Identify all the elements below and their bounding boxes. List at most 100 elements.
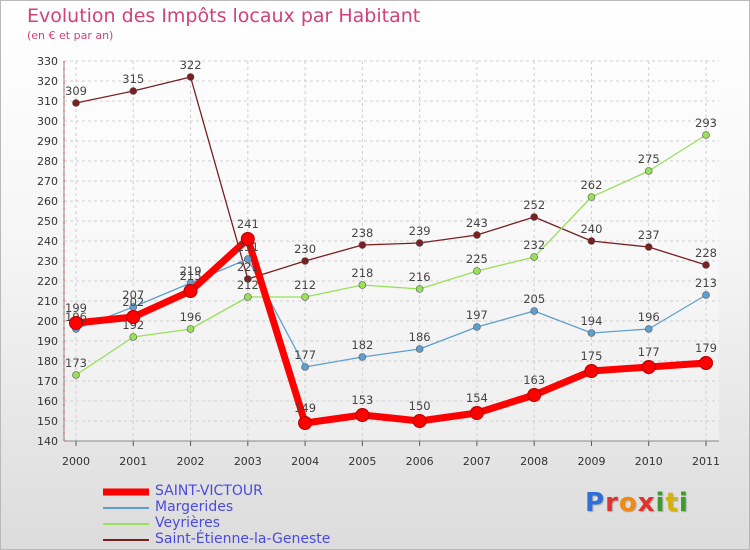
data-label-veyrieres: 192 (122, 318, 144, 332)
data-label-margerides: 177 (294, 348, 316, 362)
legend-swatch-saint-victour (103, 488, 149, 496)
legend-label-veyrieres: Veyrières (155, 515, 221, 531)
y-tick-label: 240 (37, 235, 58, 248)
data-point-veyrieres (301, 293, 309, 301)
data-point-saint-etienne-la-geneste (244, 275, 252, 283)
data-point-margerides (301, 363, 309, 371)
data-label-saint-etienne-la-geneste: 243 (466, 216, 488, 230)
data-label-saint-etienne-la-geneste: 237 (638, 228, 660, 242)
data-point-saint-victour (641, 360, 656, 374)
data-point-saint-etienne-la-geneste (72, 99, 80, 107)
data-point-saint-victour (355, 408, 370, 422)
data-label-margerides: 231 (237, 240, 259, 254)
x-tick-label: 2005 (348, 455, 376, 468)
y-tick-label: 320 (37, 75, 58, 88)
y-tick-label: 230 (37, 255, 58, 268)
data-label-veyrieres: 216 (409, 270, 431, 284)
y-tick-label: 260 (37, 195, 58, 208)
data-label-saint-victour: 202 (122, 295, 144, 309)
legend-swatch-saint-etienne (103, 539, 149, 541)
data-label-saint-victour: 149 (294, 401, 316, 415)
x-tick-label: 2000 (62, 455, 90, 468)
data-point-veyrieres (244, 293, 252, 301)
y-tick-label: 190 (37, 335, 58, 348)
proxiti-logo: Proxiti (585, 488, 689, 518)
data-label-saint-etienne-la-geneste: 240 (580, 222, 602, 236)
data-point-veyrieres (473, 267, 481, 275)
x-tick-label: 2007 (463, 455, 491, 468)
series-line-veyrieres (75, 134, 707, 376)
data-point-saint-victour (69, 316, 83, 330)
data-label-saint-victour: 215 (180, 269, 202, 283)
x-tick-label: 2004 (291, 455, 319, 468)
chart-subtitle: (en € et par an) (27, 29, 114, 42)
data-point-saint-victour (183, 284, 198, 298)
data-label-margerides: 182 (351, 338, 373, 352)
y-tick-label: 140 (37, 435, 58, 448)
data-label-margerides: 186 (409, 330, 431, 344)
data-label-saint-etienne-la-geneste: 238 (351, 226, 373, 240)
legend-swatch-margerides (103, 507, 149, 509)
x-tick-label: 2006 (406, 455, 434, 468)
data-point-veyrieres (644, 167, 653, 175)
data-point-saint-etienne-la-geneste (415, 239, 424, 247)
data-label-veyrieres: 262 (580, 178, 602, 192)
data-point-margerides (244, 255, 252, 263)
data-point-saint-victour (126, 310, 141, 324)
data-point-veyrieres (358, 281, 367, 289)
data-point-saint-etienne-la-geneste (702, 261, 710, 269)
y-tick-label: 330 (37, 55, 58, 68)
y-tick-label: 220 (37, 275, 58, 288)
series-line-saint-victour (72, 235, 710, 427)
y-tick-label: 200 (37, 315, 58, 328)
data-point-saint-etienne-la-geneste (186, 73, 195, 81)
y-tick-label: 250 (37, 215, 58, 228)
data-point-saint-victour (584, 364, 599, 378)
data-label-veyrieres: 173 (65, 356, 87, 370)
data-point-margerides (702, 291, 710, 299)
data-point-margerides (358, 353, 367, 361)
y-tick-label: 300 (37, 115, 58, 128)
line-chart: 140 150 160 170 180 190 200 210 220 230 240 250 260 2… (37, 55, 720, 468)
data-point-veyrieres (129, 333, 138, 341)
data-label-margerides: 207 (122, 288, 144, 302)
data-label-margerides: 197 (466, 308, 488, 322)
logo-letter: r (605, 488, 619, 518)
legend-label-saint-victour: SAINT-VICTOUR (155, 483, 263, 499)
data-label-saint-etienne-la-geneste: 315 (122, 72, 144, 86)
data-point-margerides (644, 325, 653, 333)
data-label-margerides: 194 (580, 314, 602, 328)
data-label-veyrieres: 212 (294, 278, 316, 292)
legend-swatch-veyrieres (103, 523, 149, 525)
data-label-saint-etienne-la-geneste: 228 (695, 246, 717, 260)
data-label-saint-etienne-la-geneste: 309 (65, 84, 87, 98)
data-label-saint-etienne-la-geneste: 252 (523, 198, 545, 212)
data-point-saint-victour (412, 414, 427, 428)
data-label-saint-etienne-la-geneste: 322 (180, 58, 202, 72)
data-point-saint-victour (240, 232, 255, 246)
logo-letter: o (618, 488, 638, 518)
plot-area (64, 61, 719, 441)
logo-letter: i (655, 488, 666, 518)
y-tick-label: 150 (37, 415, 58, 428)
data-label-saint-victour: 177 (638, 345, 660, 359)
legend-label-margerides: Margerides (155, 499, 234, 515)
data-point-saint-etienne-la-geneste (473, 231, 481, 239)
data-label-saint-victour: 153 (351, 393, 373, 407)
data-point-margerides (473, 323, 481, 331)
data-label-saint-etienne-la-geneste: 230 (294, 242, 316, 256)
data-point-veyrieres (530, 253, 538, 261)
x-tick-label: 2001 (119, 455, 147, 468)
data-label-veyrieres: 212 (237, 278, 259, 292)
data-label-saint-victour: 241 (237, 217, 259, 231)
data-point-saint-etienne-la-geneste (530, 213, 538, 221)
x-tick-label: 2002 (177, 455, 205, 468)
y-tick-label: 210 (37, 295, 58, 308)
data-point-veyrieres (415, 285, 424, 293)
data-label-saint-etienne-la-geneste: 239 (409, 224, 431, 238)
series-line-margerides (75, 258, 707, 368)
data-point-margerides (530, 307, 538, 315)
data-label-veyrieres: 232 (523, 238, 545, 252)
data-point-saint-victour (469, 406, 484, 420)
data-point-veyrieres (186, 325, 195, 333)
